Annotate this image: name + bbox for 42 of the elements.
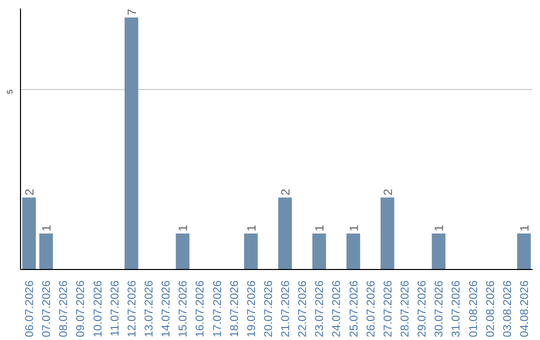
x-tick-label: 18.07.2026 xyxy=(228,280,241,338)
x-tick-label: 03.08.2026 xyxy=(502,280,514,338)
x-tick-label: 26.07.2026 xyxy=(365,280,378,338)
data-label: 1 xyxy=(40,224,54,232)
x-tick-label: 15.07.2026 xyxy=(178,280,190,338)
data-label: 2 xyxy=(380,188,395,196)
x-tick-label: 30.07.2026 xyxy=(434,280,446,338)
x-tick-label: 25.07.2026 xyxy=(348,280,360,338)
x-tick-label: 21.07.2026 xyxy=(280,280,292,338)
x-tick-label: 02.08.2026 xyxy=(484,280,497,338)
x-tick-label: 08.07.2026 xyxy=(58,280,70,338)
x-tick-label: 28.07.2026 xyxy=(400,280,412,338)
x-tick-label: 22.07.2026 xyxy=(297,280,310,338)
data-label: 1 xyxy=(244,224,258,232)
x-tick-label: 11.07.2026 xyxy=(109,280,122,336)
data-label: 7 xyxy=(124,8,139,16)
x-tick-label: 17.07.2026 xyxy=(212,280,224,338)
x-tick-label: 01.08.2026 xyxy=(468,280,480,338)
data-label: 1 xyxy=(312,224,327,232)
x-tick-label: 27.07.2026 xyxy=(382,280,394,338)
data-label: 1 xyxy=(176,224,190,232)
x-tick-label: 12.07.2026 xyxy=(126,280,138,338)
x-tick-label: 29.07.2026 xyxy=(416,280,429,338)
x-tick-label: 06.07.2026 xyxy=(24,280,36,338)
x-tick-label: 10.07.2026 xyxy=(92,280,104,338)
data-label: 1 xyxy=(517,224,532,232)
x-tick-label: 24.07.2026 xyxy=(331,280,344,338)
x-tick-label: 09.07.2026 xyxy=(75,280,88,338)
data-label: 1 xyxy=(346,224,361,232)
x-tick-label: 13.07.2026 xyxy=(144,280,156,338)
x-tick-label: 31.07.2026 xyxy=(450,280,463,338)
x-tick-label: 04.08.2026 xyxy=(518,280,531,338)
x-tick-label: 14.07.2026 xyxy=(160,280,173,338)
data-label: 2 xyxy=(278,188,293,196)
x-tick-label: 07.07.2026 xyxy=(41,280,54,338)
x-tick-label: 23.07.2026 xyxy=(314,280,326,338)
data-label: 2 xyxy=(22,188,37,196)
x-tick-label: 16.07.2026 xyxy=(194,280,207,338)
x-tick-label: 20.07.2026 xyxy=(262,280,275,338)
y-tick-label: 5 xyxy=(6,88,14,94)
x-tick-label: 19.07.2026 xyxy=(246,280,258,338)
data-label: 1 xyxy=(432,224,446,232)
